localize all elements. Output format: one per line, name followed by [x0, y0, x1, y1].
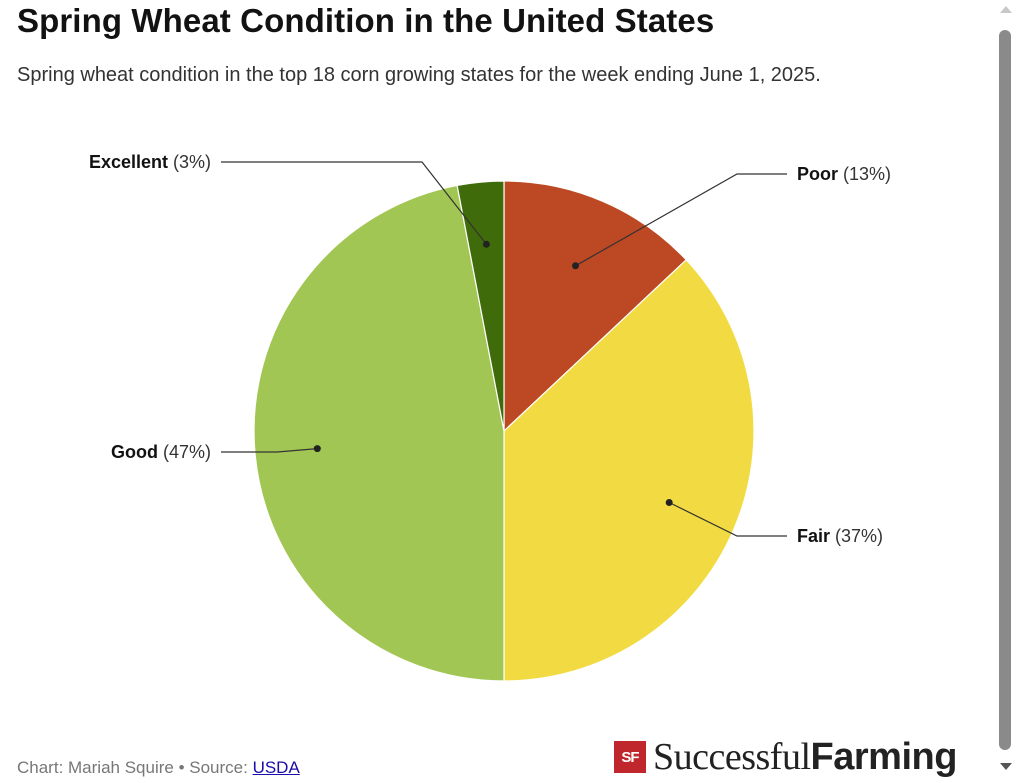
pie-slices: [253, 180, 755, 682]
slice-label-value: (47%): [158, 442, 211, 462]
chart-footer: Chart: Mariah Squire • Source: USDA: [17, 758, 300, 778]
chart-title: Spring Wheat Condition in the United Sta…: [17, 2, 715, 39]
scrollbar[interactable]: [995, 0, 1017, 783]
slice-label-name: Excellent: [89, 152, 168, 172]
footer-credit: Chart: Mariah Squire • Source:: [17, 758, 253, 777]
scroll-up-arrow-icon[interactable]: [1000, 6, 1012, 13]
pie-slice-fair[interactable]: [503, 259, 755, 682]
slice-label-name: Poor: [797, 164, 838, 184]
scrollbar-thumb[interactable]: [999, 30, 1011, 750]
slice-label-value: (3%): [168, 152, 211, 172]
slice-label-fair: Fair (37%): [797, 526, 883, 546]
leader-dot-poor: [572, 262, 579, 270]
pie-slice-poor[interactable]: [503, 180, 688, 433]
slice-label-good: Good (47%): [111, 442, 211, 462]
slice-label-value: (37%): [830, 526, 883, 546]
successful-farming-logo[interactable]: SF Successful Farming: [614, 735, 958, 778]
leader-dot-fair: [665, 499, 673, 506]
logo-word-farming: Farming: [810, 735, 958, 778]
pie-slice-good[interactable]: [253, 184, 505, 682]
successful-farming-logo-icon: SF: [614, 741, 646, 773]
slice-label-value: (13%): [838, 164, 891, 184]
leader-line-fair: [668, 501, 787, 537]
chart-subtitle: Spring wheat condition in the top 18 cor…: [17, 64, 821, 86]
leader-dot-good: [313, 445, 321, 453]
pie-labels: Poor (13%) Fair (37%) Good (47%) Excellent …: [89, 152, 891, 546]
logo-word-successful: Successful: [653, 736, 811, 778]
pie-chart: Poor (13%) Fair (37%) Good (47%) Excellent …: [89, 152, 891, 682]
leader-dot-excellent: [482, 240, 490, 248]
leader-line-excellent: [221, 161, 487, 245]
source-link[interactable]: USDA: [252, 758, 300, 777]
slice-label-name: Fair: [797, 526, 830, 546]
slice-label-poor: Poor (13%): [797, 164, 891, 184]
pie-slice-excellent[interactable]: [456, 180, 505, 432]
slice-label-name: Good: [111, 442, 158, 462]
pie-leader-lines: [221, 161, 787, 537]
leader-line-poor: [575, 173, 787, 267]
slice-label-excellent: Excellent (3%): [89, 152, 211, 172]
scroll-down-arrow-icon[interactable]: [1000, 763, 1012, 770]
leader-line-good: [221, 448, 318, 453]
